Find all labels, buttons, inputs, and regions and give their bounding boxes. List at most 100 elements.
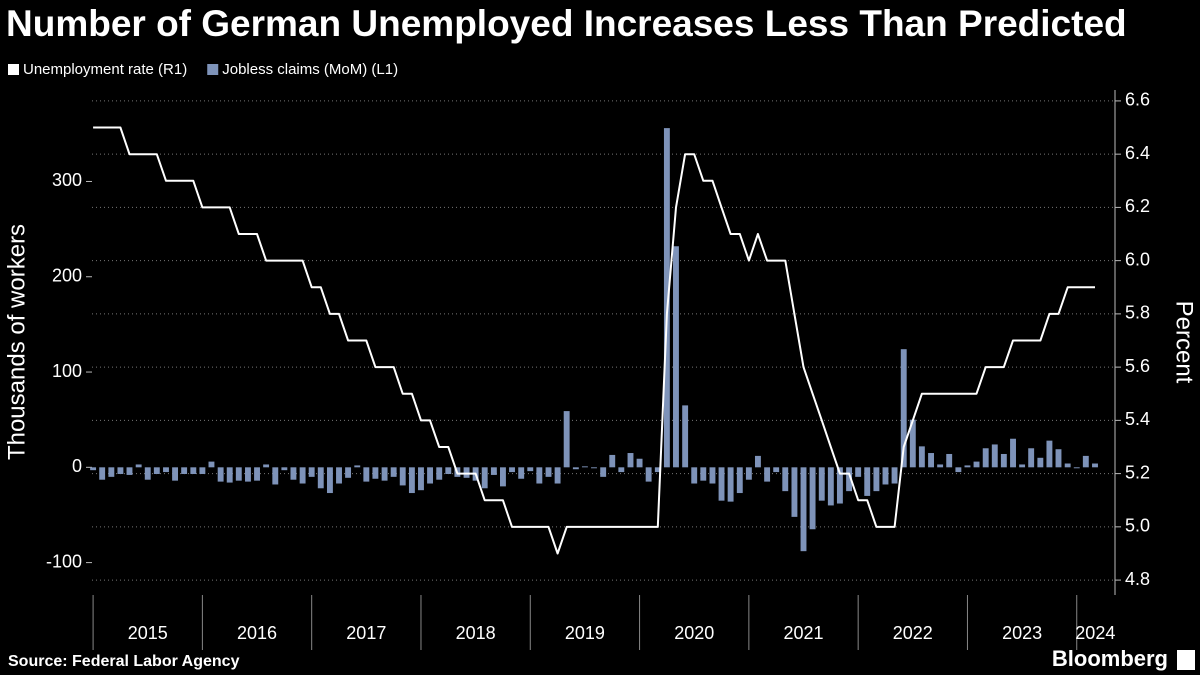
- bar: [372, 467, 379, 479]
- bar: [937, 464, 944, 468]
- bar: [108, 467, 115, 477]
- bar: [991, 444, 998, 468]
- bar: [873, 467, 880, 492]
- bar: [1019, 464, 1026, 468]
- bar: [299, 467, 306, 484]
- bar: [263, 464, 270, 468]
- bar: [408, 467, 415, 494]
- bar: [1082, 455, 1089, 468]
- bar: [973, 461, 980, 468]
- bar: [636, 458, 643, 468]
- bar: [381, 467, 388, 481]
- bar: [153, 467, 160, 474]
- bar: [891, 467, 898, 484]
- bar: [418, 467, 424, 491]
- bar: [135, 464, 142, 468]
- bar: [982, 448, 989, 468]
- y2-tick-label: 4.8: [1125, 569, 1150, 589]
- bar: [618, 467, 625, 473]
- y2-tick-label: 5.2: [1125, 462, 1150, 482]
- x-tick-label: 2022: [893, 623, 933, 643]
- bar: [1073, 467, 1080, 469]
- y-tick-label: 100: [52, 361, 82, 381]
- bar: [481, 467, 488, 489]
- bar: [536, 467, 543, 484]
- y2-tick-label: 5.6: [1125, 356, 1150, 376]
- bar: [791, 467, 798, 517]
- bar: [827, 467, 834, 506]
- bar: [864, 467, 871, 496]
- legend-label: Unemployment rate (R1): [23, 61, 187, 78]
- bar: [782, 467, 789, 492]
- bar: [290, 467, 297, 480]
- bar: [427, 467, 433, 484]
- bar: [581, 466, 588, 468]
- bar: [900, 349, 907, 468]
- x-tick-label: 2018: [456, 623, 496, 643]
- bar: [181, 467, 188, 474]
- bar: [691, 467, 698, 484]
- y2-tick-label: 6.6: [1125, 90, 1150, 110]
- bar: [718, 467, 725, 501]
- bar: [272, 467, 279, 485]
- x-tick-label: 2024: [1075, 623, 1115, 643]
- bar: [245, 467, 251, 482]
- bar: [490, 467, 497, 475]
- bar: [918, 446, 925, 468]
- bar: [709, 467, 716, 484]
- bar: [700, 467, 707, 481]
- bar: [326, 467, 333, 494]
- y-tick-label: 0: [72, 456, 82, 476]
- y2-tick-label: 6.2: [1125, 196, 1150, 216]
- bar: [126, 467, 133, 475]
- y-axis-label: Thousands of workers: [3, 224, 30, 460]
- bar: [909, 419, 916, 468]
- bar: [1000, 453, 1007, 468]
- source: Source: Federal Labor Agency: [8, 653, 240, 670]
- bar: [736, 467, 743, 494]
- bar: [609, 454, 616, 468]
- x-tick-label: 2023: [1002, 623, 1042, 643]
- bar: [317, 467, 324, 489]
- y-tick-label: -100: [46, 551, 82, 571]
- bar: [199, 467, 206, 474]
- bar: [90, 467, 97, 471]
- bar: [563, 411, 570, 468]
- bar: [764, 467, 771, 482]
- bar: [144, 467, 151, 480]
- bar: [363, 467, 370, 482]
- bar: [390, 467, 397, 477]
- bar: [208, 461, 215, 468]
- bar: [800, 467, 807, 552]
- y2-tick-label: 6.0: [1125, 249, 1150, 269]
- bar: [509, 467, 515, 473]
- bar: [727, 467, 734, 502]
- bar: [190, 467, 197, 474]
- bar: [754, 455, 761, 468]
- bar: [226, 467, 233, 483]
- bar: [600, 467, 607, 477]
- bar: [445, 467, 452, 474]
- bar: [99, 467, 106, 480]
- x-tick-label: 2021: [783, 623, 823, 643]
- bar: [1046, 440, 1053, 468]
- bar: [928, 453, 935, 468]
- brand: Bloomberg: [1052, 646, 1168, 671]
- bar: [1028, 448, 1035, 468]
- bar: [345, 467, 352, 478]
- bar: [663, 128, 670, 468]
- bar: [1064, 463, 1071, 468]
- bar: [654, 467, 661, 473]
- bar: [818, 467, 825, 501]
- x-tick-label: 2016: [237, 623, 277, 643]
- bar: [645, 467, 652, 482]
- bar: [745, 467, 752, 480]
- bar: [673, 246, 679, 468]
- bar: [955, 467, 962, 473]
- bar: [399, 467, 406, 486]
- bar: [1037, 457, 1044, 468]
- bar: [500, 467, 506, 487]
- bar: [627, 453, 634, 468]
- bar: [308, 467, 315, 477]
